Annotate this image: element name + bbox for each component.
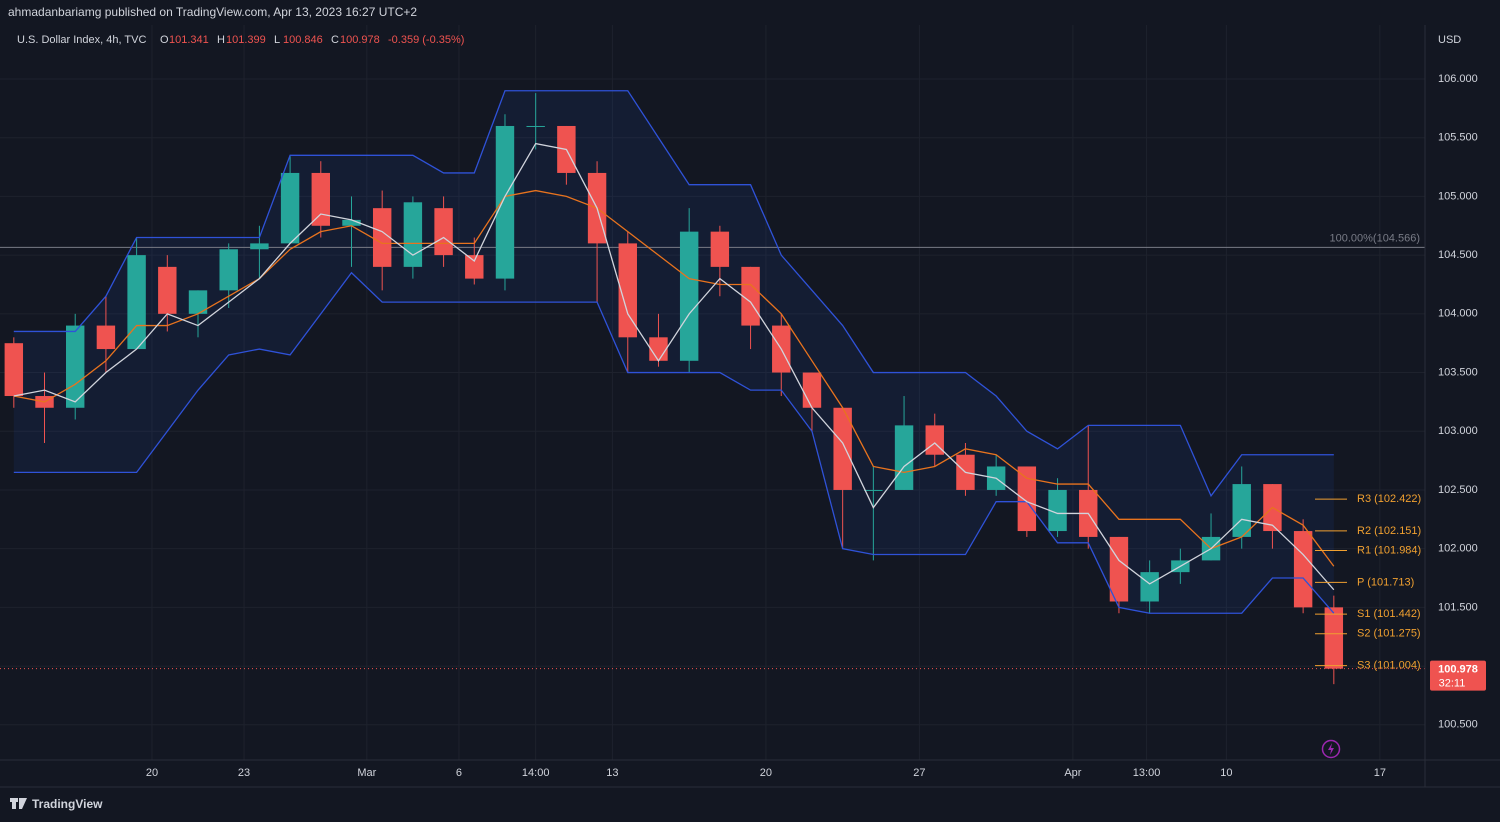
symbol: U.S. Dollar Index, 4h, TVC xyxy=(17,34,146,46)
pivot-label: P (101.713) xyxy=(1357,576,1414,588)
y-tick-label: 100.500 xyxy=(1438,719,1478,731)
x-tick-label: Apr xyxy=(1064,767,1081,779)
candle-body xyxy=(1109,536,1129,602)
y-tick-label: 104.500 xyxy=(1438,249,1478,261)
ohlc-legend: O 101.341 H 101.399 L 100.846 C 100.978 -0.359 (… xyxy=(160,34,464,46)
candle-body xyxy=(219,249,238,291)
candle-body xyxy=(864,489,883,491)
price-tag xyxy=(1430,660,1486,691)
candle-body xyxy=(495,125,515,279)
y-tick-label: 104.000 xyxy=(1438,308,1478,320)
candle-body xyxy=(188,290,208,314)
indicator-line xyxy=(13,90,1334,498)
x-tick-label: 23 xyxy=(238,767,250,779)
ohlc-change: -0.359 (-0.35%) xyxy=(388,34,464,46)
candle-body xyxy=(372,208,392,267)
candle-body xyxy=(127,255,146,350)
x-tick-label: 10 xyxy=(1220,767,1232,779)
candle-body xyxy=(802,372,822,408)
candle-body xyxy=(1232,484,1251,537)
candle-body xyxy=(679,231,699,361)
x-tick-label: 13:00 xyxy=(1133,767,1161,779)
ohlc-key: C xyxy=(331,34,339,46)
ohlc-value: 100.846 xyxy=(283,34,323,46)
candle-body xyxy=(1140,572,1159,602)
candle-body xyxy=(1017,466,1037,532)
candle-body xyxy=(618,243,637,338)
candle-body xyxy=(465,255,484,279)
candle-body xyxy=(158,266,177,314)
ohlc-value: 101.399 xyxy=(226,34,266,46)
y-tick-label: 103.000 xyxy=(1438,425,1478,437)
candle-body xyxy=(526,125,545,127)
candle-body xyxy=(403,202,423,267)
x-tick-label: 27 xyxy=(913,767,925,779)
candle-body xyxy=(833,407,852,490)
x-tick-label: 13 xyxy=(606,767,618,779)
x-tick-label: 14:00 xyxy=(522,767,550,779)
pivot-label: S2 (101.275) xyxy=(1357,628,1421,640)
logo xyxy=(10,798,27,809)
candle-body xyxy=(741,266,760,326)
candle-body xyxy=(1293,531,1313,608)
indicator-line xyxy=(13,189,1335,567)
y-tick-label: 105.000 xyxy=(1438,190,1478,202)
candle-body xyxy=(649,337,668,361)
ohlc-key: H xyxy=(217,34,225,46)
y-tick-label: 102.000 xyxy=(1438,543,1478,555)
y-tick-label: 102.500 xyxy=(1438,484,1478,496)
alert-icon[interactable] xyxy=(1321,739,1341,759)
x-tick-label: 20 xyxy=(146,767,158,779)
indicator-line xyxy=(13,142,1335,591)
y-tick-label: 101.500 xyxy=(1438,601,1478,613)
x-tick-label: 20 xyxy=(760,767,772,779)
pivot-label: R3 (102.422) xyxy=(1357,493,1421,505)
x-tick-label: Mar xyxy=(357,767,376,779)
currency: USD xyxy=(1438,34,1461,46)
pivot-label: S1 (101.442) xyxy=(1357,608,1421,620)
logo-icon xyxy=(10,798,27,809)
candle-body xyxy=(250,243,269,250)
price-tag-value: 100.978 xyxy=(1438,664,1478,676)
candle-body xyxy=(1048,489,1067,532)
pivot-label: R2 (102.151) xyxy=(1357,525,1421,537)
ohlc-value: 100.978 xyxy=(340,34,380,46)
candle-body xyxy=(96,325,116,350)
candle-body xyxy=(4,343,24,397)
y-tick-label: 105.500 xyxy=(1438,132,1478,144)
brand: TradingView xyxy=(32,797,103,811)
candle-body xyxy=(280,172,300,244)
pivot-label: S3 (101.004) xyxy=(1357,660,1421,672)
ohlc-key: O xyxy=(160,34,169,46)
plot: 100.00%(104.566) R3 (102.422) R2 (102.151)… xyxy=(0,25,1425,760)
candle-body xyxy=(342,219,361,226)
alert-circle[interactable] xyxy=(1321,739,1341,759)
candle-body xyxy=(434,208,453,256)
x-tick-label: 17 xyxy=(1374,767,1386,779)
candle-body xyxy=(1324,607,1344,669)
x-tick-label: 6 xyxy=(456,767,462,779)
fib-label: 100.00%(104.566) xyxy=(1329,232,1420,244)
indicator-line xyxy=(13,271,1335,614)
price-tag-countdown: 32:11 xyxy=(1439,678,1466,690)
candle-body xyxy=(894,425,914,490)
alert-bolt[interactable] xyxy=(1328,743,1334,755)
ohlc-key: L xyxy=(274,34,280,46)
pivot-label: R1 (101.984) xyxy=(1357,544,1421,556)
y-tick-label: 103.500 xyxy=(1438,366,1478,378)
candle-body xyxy=(710,231,730,267)
candle-body xyxy=(925,425,944,455)
y-tick-label: 106.000 xyxy=(1438,73,1478,85)
ohlc-value: 101.341 xyxy=(169,34,209,46)
publisher: ahmadanbariamg published on TradingView.… xyxy=(8,5,417,19)
candle-body xyxy=(311,172,331,226)
